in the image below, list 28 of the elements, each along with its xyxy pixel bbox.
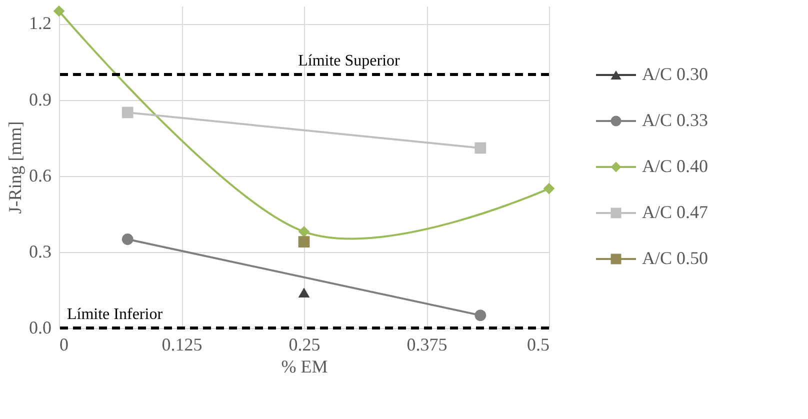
point <box>122 234 134 245</box>
ref-line-label: Límite Inferior <box>67 306 164 323</box>
point <box>53 5 65 17</box>
y-axis-title: J-Ring [mm] <box>5 121 25 214</box>
legend-label: A/C 0.47 <box>642 202 708 222</box>
ref-line-label: Límite Superior <box>298 52 401 70</box>
point <box>298 288 310 298</box>
legend-label: A/C 0.30 <box>642 64 708 84</box>
x-tick-label: 0 <box>60 334 68 354</box>
y-tick-label: 0.0 <box>29 318 52 338</box>
point <box>122 106 134 118</box>
legend-label: A/C 0.40 <box>642 156 708 176</box>
point <box>298 226 310 238</box>
y-tick-label: 0.3 <box>29 241 52 262</box>
x-axis-title: % EM <box>281 356 328 376</box>
y-tick-label: 1.2 <box>29 13 52 34</box>
point <box>474 142 486 154</box>
x-tick-label: 0.125 <box>162 334 202 354</box>
point <box>543 182 555 194</box>
legend-label: A/C 0.33 <box>642 110 708 130</box>
point <box>474 310 486 322</box>
y-tick-label: 0.9 <box>29 89 52 110</box>
point <box>298 236 310 248</box>
legend-label: A/C 0.50 <box>642 248 708 268</box>
x-tick-label: 0.25 <box>288 334 320 354</box>
x-tick-label: 0.5 <box>527 334 550 354</box>
y-tick-label: 0.6 <box>29 165 52 186</box>
x-tick-label: 0.375 <box>406 334 448 354</box>
